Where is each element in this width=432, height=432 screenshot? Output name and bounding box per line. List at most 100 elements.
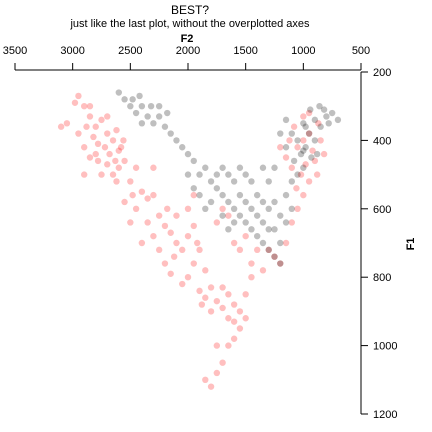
data-point [225,171,232,178]
data-point [75,130,82,137]
data-point [230,318,238,325]
y-axis-ticks: 200 400 600 800 1000 1200 [361,67,397,421]
data-point [271,226,278,233]
data-point [308,154,315,161]
data-point [120,137,127,144]
data-point [190,222,197,230]
data-point [317,123,324,130]
data-point [219,284,226,291]
data-point [300,120,307,127]
x-axis-ticks: 3500 3000 2500 2000 1500 1000 500 [3,45,370,70]
data-point [219,359,226,366]
data-point [259,164,267,171]
data-point [290,157,298,165]
data-point [150,232,157,240]
data-point [71,99,79,106]
data-point [265,226,272,233]
data-point [155,103,163,110]
x-tick-label: 3500 [3,45,27,57]
data-point [190,260,197,267]
data-point [259,239,267,247]
data-point [219,191,226,199]
data-point [164,109,171,117]
y-axis-label: F1 [405,238,417,251]
data-point [271,253,278,260]
data-point [277,212,284,219]
x-tick-label: 2500 [118,45,142,57]
data-point [202,267,209,274]
data-point [259,219,267,226]
data-point [213,185,221,192]
x-tick-label: 3000 [60,45,84,57]
data-point [184,205,192,212]
data-point [196,191,203,199]
data-point [302,123,309,130]
data-point [242,232,249,240]
data-point [196,287,203,295]
data-point [236,191,244,199]
data-point [236,212,244,219]
data-point [290,123,298,130]
data-point [307,106,314,113]
data-point [129,96,136,103]
x-axis-label: F2 [181,33,194,45]
data-point [328,109,336,117]
data-point [334,116,342,124]
chart-title: BEST? [171,3,209,17]
data-point [207,198,215,206]
data-point [179,144,186,151]
data-point [294,205,301,212]
series-0-points [57,92,328,390]
data-point [207,178,215,185]
data-point [297,150,305,158]
data-point [161,123,169,130]
data-point [161,222,169,230]
data-point [184,274,192,281]
data-point [219,304,226,312]
data-point [202,376,209,383]
data-point [282,154,290,161]
data-point [190,185,197,192]
data-point [230,301,238,308]
data-point [271,164,278,171]
series-1-points [115,89,342,267]
data-point [230,178,238,185]
data-point [101,144,109,151]
data-point [313,171,321,178]
data-point [117,144,125,151]
data-point [219,205,226,212]
data-point [323,113,330,120]
data-point [150,164,157,171]
data-point [173,212,180,219]
data-point [86,113,94,120]
data-point [86,154,94,161]
data-point [305,130,313,137]
data-point [294,144,301,151]
data-point [86,103,94,110]
data-point [164,205,171,212]
data-point [109,137,117,144]
data-point [155,212,163,219]
data-point [277,260,284,267]
data-point [167,229,174,236]
data-point [113,178,120,185]
y-tick-label: 1200 [373,409,397,421]
data-point [242,219,249,226]
data-point [127,219,134,226]
data-point [225,198,232,206]
x-tick-label: 500 [352,45,370,57]
data-point [132,205,140,212]
data-point [179,280,186,288]
data-point [207,308,215,315]
y-tick-label: 600 [373,204,391,216]
data-point [184,150,192,158]
data-point [213,369,221,377]
data-point [202,164,209,171]
data-point [254,212,261,219]
data-point [311,157,319,165]
data-point [236,308,244,315]
data-point [305,178,313,185]
data-point [230,335,238,342]
data-point [90,133,97,141]
data-point [194,239,201,247]
